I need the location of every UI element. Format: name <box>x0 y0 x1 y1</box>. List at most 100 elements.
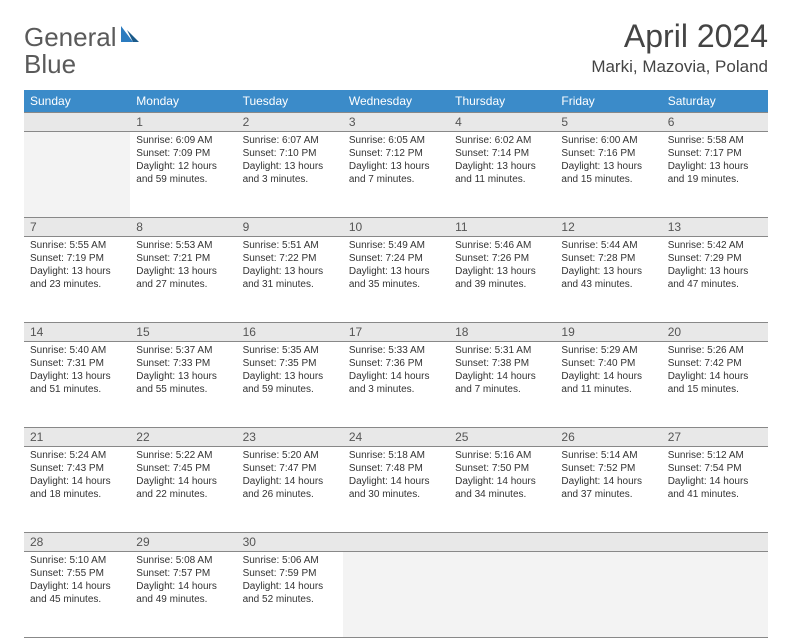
day-number: 6 <box>662 113 768 131</box>
daynum-cell: 22 <box>130 428 236 447</box>
day-content: Sunrise: 6:02 AMSunset: 7:14 PMDaylight:… <box>449 132 555 192</box>
day-cell: Sunrise: 6:07 AMSunset: 7:10 PMDaylight:… <box>237 132 343 218</box>
day-number: 21 <box>24 428 130 446</box>
day-line: Sunrise: 5:29 AM <box>561 344 655 357</box>
daycell-row: Sunrise: 5:55 AMSunset: 7:19 PMDaylight:… <box>24 237 768 323</box>
day-line: and 22 minutes. <box>136 488 230 501</box>
day-number: 13 <box>662 218 768 236</box>
day-line: Daylight: 14 hours <box>243 475 337 488</box>
day-cell: Sunrise: 5:42 AMSunset: 7:29 PMDaylight:… <box>662 237 768 323</box>
day-line: Sunset: 7:28 PM <box>561 252 655 265</box>
day-line: Sunset: 7:09 PM <box>136 147 230 160</box>
day-line: Sunrise: 5:12 AM <box>668 449 762 462</box>
day-line: Daylight: 13 hours <box>561 160 655 173</box>
day-line: Sunset: 7:21 PM <box>136 252 230 265</box>
daynum-cell: 9 <box>237 218 343 237</box>
day-number: 19 <box>555 323 661 341</box>
daycell-row: Sunrise: 5:24 AMSunset: 7:43 PMDaylight:… <box>24 447 768 533</box>
day-line: and 47 minutes. <box>668 278 762 291</box>
weekday-header-row: SundayMondayTuesdayWednesdayThursdayFrid… <box>24 90 768 113</box>
day-line: and 31 minutes. <box>243 278 337 291</box>
day-content: Sunrise: 5:29 AMSunset: 7:40 PMDaylight:… <box>555 342 661 402</box>
day-line: Sunrise: 5:49 AM <box>349 239 443 252</box>
day-line: Sunset: 7:14 PM <box>455 147 549 160</box>
day-content: Sunrise: 5:58 AMSunset: 7:17 PMDaylight:… <box>662 132 768 192</box>
day-cell: Sunrise: 5:12 AMSunset: 7:54 PMDaylight:… <box>662 447 768 533</box>
day-number: 16 <box>237 323 343 341</box>
day-number: 30 <box>237 533 343 551</box>
day-line: Sunset: 7:57 PM <box>136 567 230 580</box>
weekday-header: Monday <box>130 90 236 113</box>
day-content: Sunrise: 5:16 AMSunset: 7:50 PMDaylight:… <box>449 447 555 507</box>
day-content: Sunrise: 5:37 AMSunset: 7:33 PMDaylight:… <box>130 342 236 402</box>
day-number: 5 <box>555 113 661 131</box>
day-line: Sunset: 7:26 PM <box>455 252 549 265</box>
day-cell: Sunrise: 5:44 AMSunset: 7:28 PMDaylight:… <box>555 237 661 323</box>
daynum-row: 282930 <box>24 533 768 552</box>
daynum-cell <box>449 533 555 552</box>
day-cell: Sunrise: 6:09 AMSunset: 7:09 PMDaylight:… <box>130 132 236 218</box>
day-line: and 34 minutes. <box>455 488 549 501</box>
day-line: Sunrise: 6:02 AM <box>455 134 549 147</box>
day-number: 29 <box>130 533 236 551</box>
day-number: 8 <box>130 218 236 236</box>
day-line: and 55 minutes. <box>136 383 230 396</box>
day-line: Sunrise: 5:18 AM <box>349 449 443 462</box>
sail-icon <box>119 24 141 44</box>
day-line: Daylight: 13 hours <box>30 265 124 278</box>
day-line: Sunset: 7:12 PM <box>349 147 443 160</box>
day-line: Sunrise: 6:09 AM <box>136 134 230 147</box>
day-line: Daylight: 13 hours <box>668 265 762 278</box>
day-line: Daylight: 13 hours <box>136 370 230 383</box>
day-line: Sunset: 7:48 PM <box>349 462 443 475</box>
calendar-body: 123456Sunrise: 6:09 AMSunset: 7:09 PMDay… <box>24 113 768 638</box>
daynum-row: 14151617181920 <box>24 323 768 342</box>
day-line: Sunset: 7:19 PM <box>30 252 124 265</box>
day-line: Sunrise: 5:33 AM <box>349 344 443 357</box>
daynum-cell: 11 <box>449 218 555 237</box>
day-content: Sunrise: 6:07 AMSunset: 7:10 PMDaylight:… <box>237 132 343 192</box>
day-cell: Sunrise: 6:00 AMSunset: 7:16 PMDaylight:… <box>555 132 661 218</box>
day-line: and 11 minutes. <box>455 173 549 186</box>
daynum-cell: 20 <box>662 323 768 342</box>
daynum-cell: 10 <box>343 218 449 237</box>
day-line: Daylight: 14 hours <box>30 580 124 593</box>
daynum-cell <box>343 533 449 552</box>
day-line: Daylight: 13 hours <box>243 265 337 278</box>
day-cell: Sunrise: 5:08 AMSunset: 7:57 PMDaylight:… <box>130 552 236 638</box>
day-line: Sunset: 7:17 PM <box>668 147 762 160</box>
daynum-cell: 30 <box>237 533 343 552</box>
day-line: Daylight: 13 hours <box>455 160 549 173</box>
daynum-cell: 17 <box>343 323 449 342</box>
calendar-table: SundayMondayTuesdayWednesdayThursdayFrid… <box>24 90 768 638</box>
day-content: Sunrise: 5:33 AMSunset: 7:36 PMDaylight:… <box>343 342 449 402</box>
day-line: Sunrise: 5:53 AM <box>136 239 230 252</box>
day-line: Sunrise: 5:10 AM <box>30 554 124 567</box>
day-content: Sunrise: 6:05 AMSunset: 7:12 PMDaylight:… <box>343 132 449 192</box>
day-line: and 37 minutes. <box>561 488 655 501</box>
day-line: and 49 minutes. <box>136 593 230 606</box>
day-line: Sunrise: 5:42 AM <box>668 239 762 252</box>
day-content: Sunrise: 5:31 AMSunset: 7:38 PMDaylight:… <box>449 342 555 402</box>
day-line: Sunrise: 5:37 AM <box>136 344 230 357</box>
day-line: Sunset: 7:22 PM <box>243 252 337 265</box>
day-line: and 41 minutes. <box>668 488 762 501</box>
day-line: and 3 minutes. <box>349 383 443 396</box>
day-number: 2 <box>237 113 343 131</box>
day-line: Daylight: 14 hours <box>243 580 337 593</box>
day-line: Sunrise: 5:20 AM <box>243 449 337 462</box>
day-content: Sunrise: 5:35 AMSunset: 7:35 PMDaylight:… <box>237 342 343 402</box>
day-content: Sunrise: 6:09 AMSunset: 7:09 PMDaylight:… <box>130 132 236 192</box>
daynum-cell: 28 <box>24 533 130 552</box>
day-line: Sunrise: 5:55 AM <box>30 239 124 252</box>
day-number: 3 <box>343 113 449 131</box>
daynum-cell: 21 <box>24 428 130 447</box>
day-line: Sunset: 7:59 PM <box>243 567 337 580</box>
day-line: Daylight: 13 hours <box>455 265 549 278</box>
day-cell: Sunrise: 5:40 AMSunset: 7:31 PMDaylight:… <box>24 342 130 428</box>
daynum-cell: 18 <box>449 323 555 342</box>
day-cell <box>343 552 449 638</box>
day-line: Sunrise: 5:31 AM <box>455 344 549 357</box>
day-line: Daylight: 13 hours <box>561 265 655 278</box>
day-line: and 18 minutes. <box>30 488 124 501</box>
